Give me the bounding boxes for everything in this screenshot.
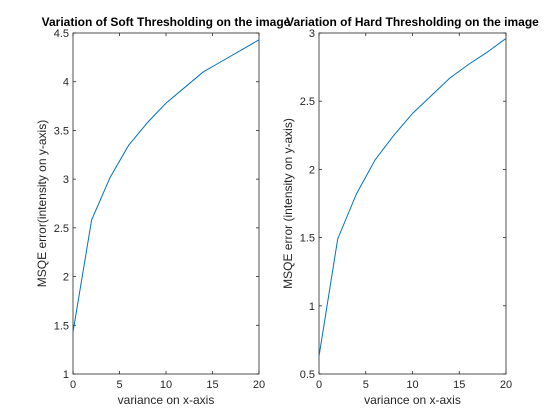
x-tick-label: 15 [206,379,218,391]
x-tick-label: 5 [363,379,369,391]
y-tick-label: 4.5 [54,28,69,40]
x-tick-label: 15 [453,379,465,391]
y-tick-label: 1 [63,369,69,381]
x-tick-label: 20 [500,379,512,391]
x-axis-label: variance on x-axis [364,393,461,407]
x-tick-label: 20 [253,379,265,391]
x-tick-label: 0 [316,379,322,391]
x-tick-label: 5 [116,379,122,391]
y-tick-label: 3.5 [54,125,69,137]
y-tick-label: 2.5 [300,96,315,108]
y-tick-label: 2.5 [54,223,69,235]
y-tick-label: 2 [309,164,315,176]
series-line-1 [318,38,507,357]
axes-box [318,32,507,375]
y-tick-label: 1 [309,301,315,313]
x-axis-label: variance on x-axis [118,393,215,407]
x-tick-label: 10 [160,379,172,391]
y-tick-label: 4 [63,77,69,89]
y-axis-label: MSQE error (intensity on y-axis) [281,118,295,289]
x-tick-label: 10 [406,379,418,391]
x-tick-label: 0 [70,379,76,391]
chart-title: Variation of Hard Thresholding on the im… [286,15,539,29]
chart-title: Variation of Soft Thresholding on the im… [42,15,291,29]
y-axis-label: MSQE error(intensity on y-axis) [35,120,49,287]
y-tick-label: 0.5 [300,369,315,381]
y-tick-label: 3 [63,174,69,186]
y-tick-label: 2 [63,272,69,284]
y-tick-label: 1.5 [54,320,69,332]
y-tick-label: 1.5 [300,233,315,245]
y-tick-label: 3 [309,28,315,40]
series-line-1 [72,39,260,333]
axes-box [72,32,260,375]
